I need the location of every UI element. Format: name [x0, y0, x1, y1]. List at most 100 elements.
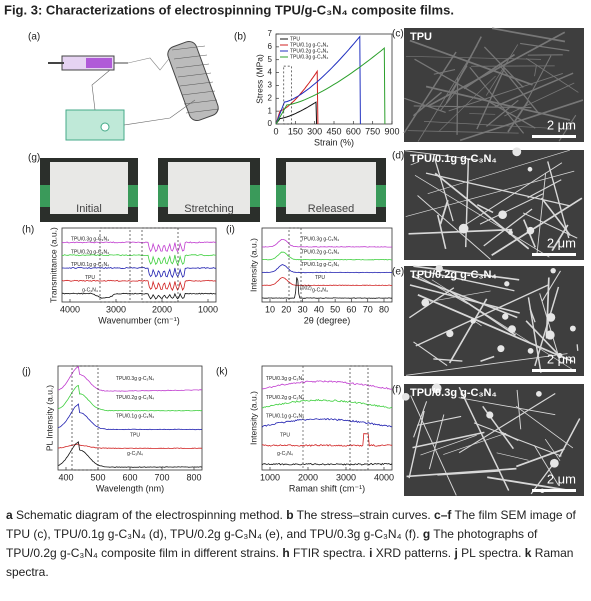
fiber [403, 51, 457, 134]
x-axis-label: Strain (%) [314, 137, 354, 147]
fiber [476, 67, 506, 130]
caption-text: FTIR spectra. [293, 546, 366, 560]
fiber [433, 69, 456, 75]
x-tick-label: 3000 [336, 472, 356, 482]
x-tick-label: 20 [281, 304, 291, 314]
glove [376, 185, 386, 207]
fiber [413, 265, 520, 281]
bead [569, 325, 576, 332]
fiber [459, 99, 584, 142]
x-axis-label: Wavelength (nm) [96, 483, 164, 493]
x-tick-label: 600 [346, 126, 361, 136]
fiber [487, 476, 566, 491]
series-label: TPU/0.2g g-C₃N₄ [71, 249, 109, 255]
x-tick-label: 30 [298, 304, 308, 314]
fiber [414, 58, 536, 129]
fiber [413, 401, 428, 438]
collector-fiber [185, 108, 220, 114]
series-label: TPU/0.3g g-C₃N₄ [301, 237, 339, 243]
series-label: TPU/0.3g g-C₃N₄ [116, 376, 154, 382]
fiber [483, 208, 533, 247]
series-label: TPU/0.1g g-C₃N₄ [71, 262, 109, 268]
fiber [483, 46, 524, 88]
spectrum [61, 279, 217, 292]
fiber [547, 161, 570, 239]
x-tick-label: 800 [186, 472, 201, 482]
peak-label: (002) [300, 285, 312, 291]
spectrum [262, 276, 392, 286]
y-axis-label: Intensity (a.u.) [248, 238, 258, 292]
scale-label: 2 μm [547, 235, 576, 250]
y-axis-label: Stress (MPa) [254, 54, 264, 104]
fiber [409, 287, 455, 319]
y-tick-label: 0 [268, 119, 273, 128]
fiber [428, 414, 445, 470]
bead [486, 411, 494, 419]
panel-label: (a) [28, 32, 40, 43]
stress-curve [275, 101, 318, 125]
x-tick-label: 400 [58, 472, 73, 482]
fiber [439, 199, 449, 225]
x-tick-label: 40 [314, 304, 324, 314]
series-label: TPU [85, 275, 95, 281]
stress-curve [275, 35, 361, 125]
bead [508, 325, 516, 334]
fiber [407, 130, 519, 134]
bead [550, 458, 559, 468]
caption-key: g [422, 527, 431, 541]
bead [546, 312, 556, 322]
x-tick-label: 150 [288, 126, 303, 136]
x-tick-label: 700 [154, 472, 169, 482]
y-axis-label: Transmittance (a.u.) [48, 227, 58, 303]
collector-fiber [171, 45, 206, 51]
scale-bar [532, 253, 576, 256]
fiber [476, 204, 494, 214]
spectrum [62, 254, 217, 266]
collector-fiber [183, 99, 218, 105]
caption-text: Raman spectra. [6, 546, 574, 579]
fiber [410, 395, 457, 496]
series-label: g-C₃N₄ [312, 288, 328, 294]
legend-label: TPU/0.3g g-C₃N₄ [290, 54, 328, 60]
dashed-box [71, 365, 99, 471]
bead [435, 264, 443, 273]
glove [40, 185, 50, 207]
fiber [545, 277, 550, 339]
caption-text: The stress–strain curves. [296, 508, 431, 522]
collector-fiber [173, 54, 208, 60]
fiber [448, 72, 563, 112]
panel-label: (d) [392, 151, 404, 162]
caption-text: PL spectra. [461, 546, 522, 560]
fiber [458, 397, 556, 416]
glove [276, 185, 286, 207]
y-tick-label: 2 [268, 93, 273, 102]
fiber [536, 172, 547, 256]
axis-frame [261, 365, 393, 471]
fiber [464, 162, 563, 226]
series-label: TPU/0.1g g-C₃N₄ [116, 414, 154, 420]
series-label: TPU/0.3g g-C₃N₄ [71, 237, 109, 243]
spectrum [261, 432, 393, 447]
spectrum [261, 239, 393, 248]
panel-label: (h) [22, 225, 34, 236]
glove [250, 185, 260, 207]
bead [446, 329, 454, 338]
x-tick-label: 2000 [152, 304, 172, 314]
photo-label: Stretching [184, 203, 234, 215]
x-tick-label: 10 [265, 304, 275, 314]
bead [527, 347, 534, 354]
fiber [417, 294, 574, 363]
series-label: TPU [130, 432, 140, 438]
fiber [417, 195, 491, 260]
fiber [525, 320, 561, 357]
fiber [469, 113, 496, 115]
bead [512, 147, 522, 157]
x-tick-label: 70 [363, 304, 373, 314]
x-tick-label: 4000 [374, 472, 394, 482]
series-label: TPU [280, 432, 290, 438]
caption-key: h [282, 546, 290, 560]
legend-label: TPU/0.1g g-C₃N₄ [290, 42, 328, 48]
panel-label: (g) [28, 153, 40, 164]
fiber [412, 431, 485, 449]
